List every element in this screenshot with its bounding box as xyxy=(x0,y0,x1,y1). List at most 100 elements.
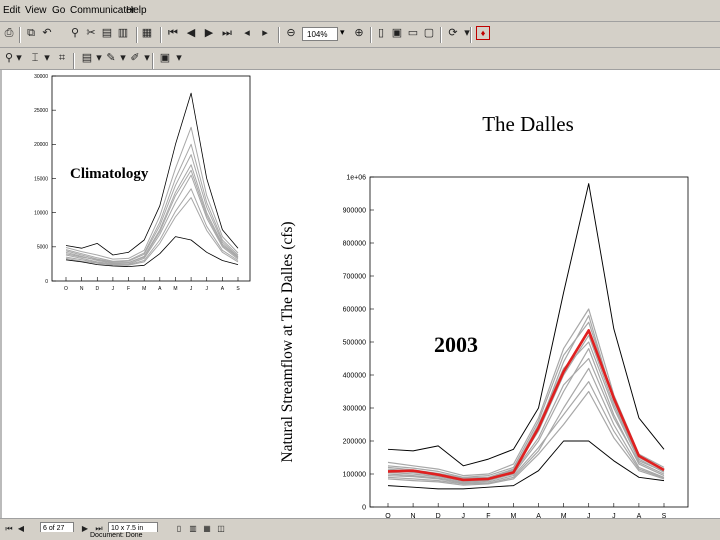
climatology-series-ensemble-line xyxy=(65,154,239,263)
main-x-tick-label: S xyxy=(662,513,667,518)
chevron-down-icon[interactable]: ▾ xyxy=(96,52,102,64)
highlighter-icon[interactable]: ✐ xyxy=(130,52,140,64)
navigation-pane-edge[interactable] xyxy=(0,70,2,518)
zoom-in-icon[interactable]: ⊕ xyxy=(354,27,364,39)
y-axis-label: Natural Streamflow at The Dalles (cfs) xyxy=(279,221,296,462)
climatology-x-tick-label: A xyxy=(158,286,162,292)
climatology-x-tick-label: J xyxy=(190,286,193,292)
first-page-icon[interactable]: ⏮ xyxy=(5,524,13,533)
main-y-tick-label: 1e+06 xyxy=(346,174,366,181)
main-x-tick-label: A xyxy=(536,513,541,518)
fit-width-icon[interactable]: ▭ xyxy=(407,27,419,39)
main-y-tick-label: 400000 xyxy=(343,372,366,379)
select-text-icon[interactable]: ⌶ xyxy=(31,52,39,64)
copy-icon[interactable]: ⧉ xyxy=(27,27,35,39)
previous-page-icon[interactable]: ◀ xyxy=(186,27,196,39)
facing-pages-icon[interactable]: ▦ xyxy=(203,524,211,533)
main-x-tick-label: O xyxy=(385,513,391,518)
chevron-down-icon[interactable]: ▾ xyxy=(16,52,22,64)
chevron-down-icon[interactable]: ▾ xyxy=(464,27,470,39)
next-page-icon[interactable]: ▶ xyxy=(81,524,89,533)
main-x-tick-label: D xyxy=(436,513,441,518)
zoom-field[interactable]: 104% xyxy=(302,27,338,41)
fit-visible-icon[interactable]: ▢ xyxy=(423,27,435,39)
previous-page-icon[interactable]: ◀ xyxy=(17,524,25,533)
go-back-icon[interactable]: ◂ xyxy=(244,27,250,39)
last-page-icon[interactable]: ⏭ xyxy=(95,524,103,533)
stamp-icon[interactable]: ▣ xyxy=(159,52,171,64)
main-y-tick-label: 900000 xyxy=(343,207,366,214)
bookmark-icon[interactable]: ▥ xyxy=(117,27,129,39)
toolbar-separator xyxy=(136,27,138,43)
acrobat-icon[interactable]: ♦ xyxy=(476,26,490,40)
single-page-icon[interactable]: ▯ xyxy=(176,524,182,533)
menu-communicator[interactable]: Communicator xyxy=(70,5,136,16)
menu-bar: Edit View Go Communicator Help xyxy=(0,0,720,22)
main-y-tick-label: 500000 xyxy=(343,339,366,346)
scroll-icon[interactable]: ◫ xyxy=(217,524,225,533)
toolbar-separator xyxy=(440,27,442,43)
menu-view[interactable]: View xyxy=(25,5,47,16)
menu-help[interactable]: Help xyxy=(126,5,147,16)
climatology-x-tick-label: M xyxy=(173,286,177,292)
go-forward-icon[interactable]: ▸ xyxy=(262,27,268,39)
last-page-icon[interactable]: ⏭ xyxy=(222,27,232,39)
toolbar-separator xyxy=(470,27,472,43)
main-x-tick-label: J xyxy=(462,513,466,518)
main-y-tick-label: 700000 xyxy=(343,273,366,280)
climatology-x-tick-label: J xyxy=(205,286,208,292)
find-icon[interactable]: ⚲ xyxy=(70,27,80,39)
main-series xyxy=(387,183,665,490)
toolbar-main: ⎙ ⧉ ↶ ⚲ ✂ ▤ ▥ ▦ ⏮ ◀ ▶ ⏭ ◂ ▸ ⊖ 104% ▾ ⊕ ▯… xyxy=(0,22,720,48)
fit-page-icon[interactable]: ▣ xyxy=(391,27,403,39)
main-x-tick-label: F xyxy=(486,513,490,518)
undo-icon[interactable]: ↶ xyxy=(42,27,52,39)
climatology-series-ensemble-line xyxy=(65,126,239,260)
rotate-icon[interactable]: ⟳ xyxy=(448,27,458,39)
actual-size-icon[interactable]: ▯ xyxy=(377,27,385,39)
browser-status-text: Document: Done xyxy=(90,532,143,539)
browser-status: Document: Done xyxy=(0,532,720,540)
toolbar-separator xyxy=(19,27,21,43)
climatology-x-tick-label: F xyxy=(127,286,130,292)
cut-icon[interactable]: ✂ xyxy=(86,27,96,39)
climatology-series-max-line xyxy=(65,92,239,256)
climatology-series-min-line xyxy=(65,236,239,268)
zoom-out-icon[interactable]: ⊖ xyxy=(286,27,296,39)
chevron-down-icon[interactable]: ▾ xyxy=(144,52,150,64)
main-x-tick-label: N xyxy=(411,513,416,518)
climatology-y-tick-label: 25000 xyxy=(34,108,48,114)
main-x-tick-label: M xyxy=(561,513,567,518)
year-label: 2003 xyxy=(434,332,478,357)
first-page-icon[interactable]: ⏮ xyxy=(168,27,178,39)
toolbar-separator xyxy=(370,27,372,43)
climatology-series-ensemble-line xyxy=(65,174,239,265)
chevron-down-icon[interactable]: ▾ xyxy=(176,52,182,64)
chart-title: The Dalles xyxy=(482,112,574,136)
note-icon[interactable]: ▤ xyxy=(81,52,93,64)
main-series-ensemble-line xyxy=(387,367,665,485)
navigation-pane-icon[interactable]: ▦ xyxy=(141,27,153,39)
crop-icon[interactable]: ⌗ xyxy=(58,52,66,64)
climatology-y-tick-label: 30000 xyxy=(34,74,48,80)
toolbar-separator xyxy=(73,53,75,69)
next-page-icon[interactable]: ▶ xyxy=(204,27,214,39)
climatology-x-tick-label: M xyxy=(142,286,146,292)
main-series-highlight-line xyxy=(387,329,665,482)
zoom-tool-icon[interactable]: ⚲ xyxy=(4,52,14,64)
main-x-tick-label: J xyxy=(587,513,591,518)
main-y-tick-label: 0 xyxy=(362,504,366,511)
climatology-x-tick-label: O xyxy=(64,286,68,292)
chevron-down-icon[interactable]: ▾ xyxy=(120,52,126,64)
chevron-down-icon[interactable]: ▾ xyxy=(44,52,50,64)
chevron-down-icon[interactable]: ▾ xyxy=(340,27,345,37)
climatology-y-tick-label: 0 xyxy=(45,279,48,285)
menu-edit[interactable]: Edit xyxy=(3,5,21,16)
print-icon[interactable]: ⎙ xyxy=(4,27,14,39)
pencil-icon[interactable]: ✎ xyxy=(106,52,116,64)
continuous-icon[interactable]: ▥ xyxy=(189,524,197,533)
paste-icon[interactable]: ▤ xyxy=(101,27,113,39)
menu-go[interactable]: Go xyxy=(52,5,66,16)
